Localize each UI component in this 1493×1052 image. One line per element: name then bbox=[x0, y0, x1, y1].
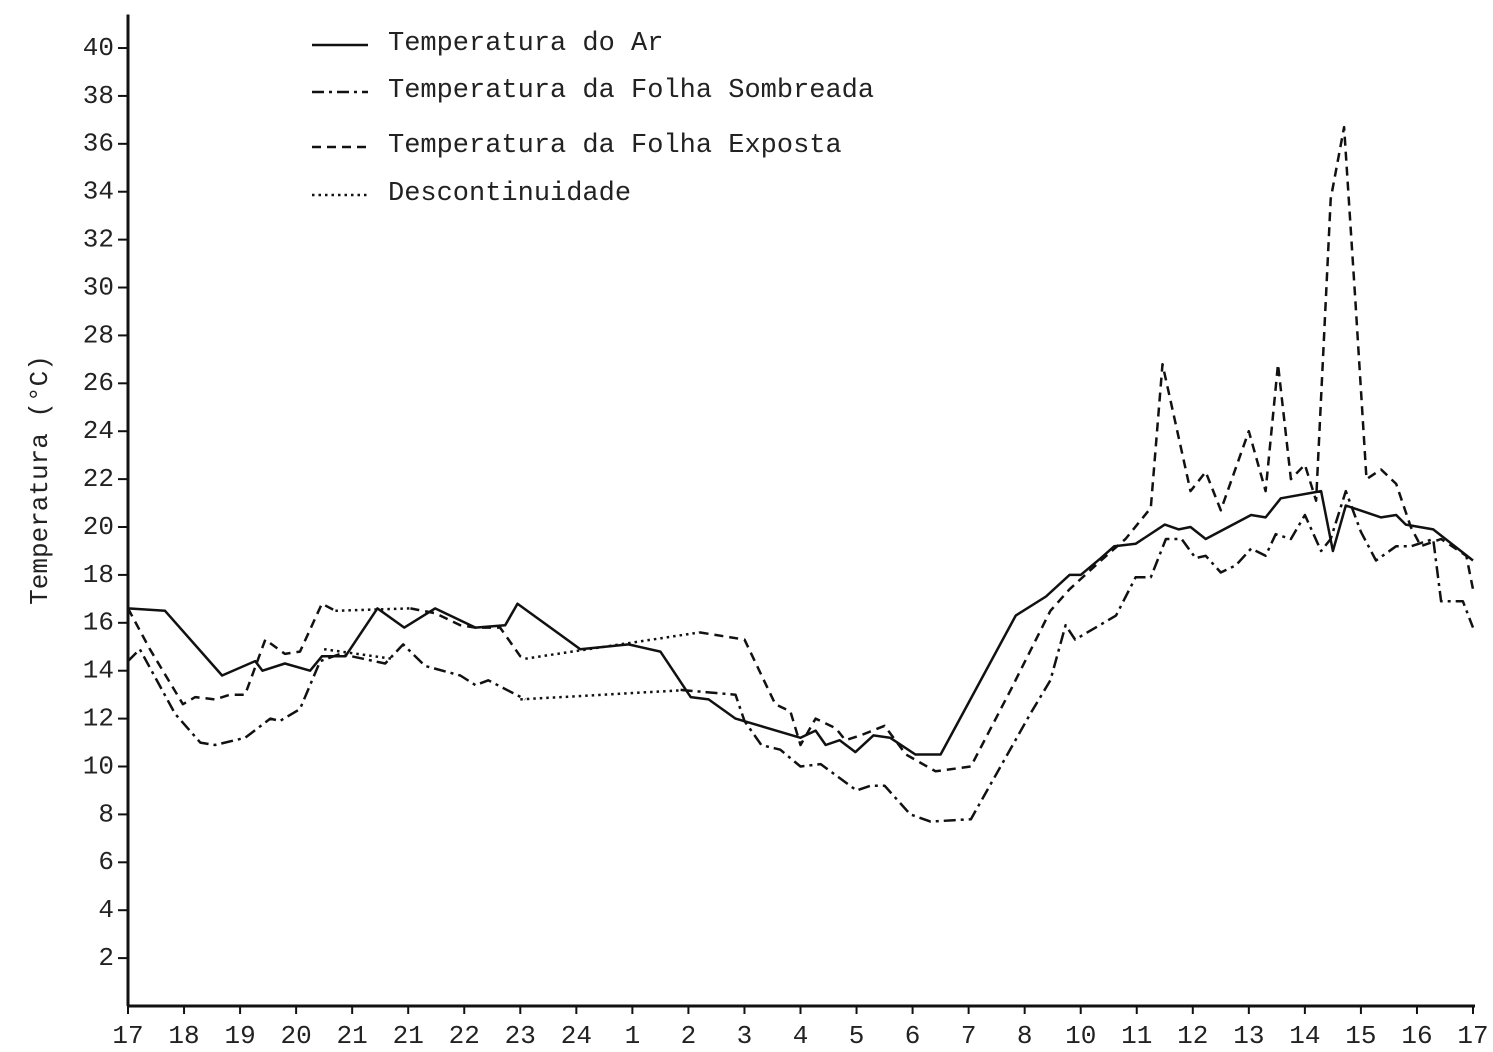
x-tick-label: 11 bbox=[1121, 1021, 1152, 1051]
series-line bbox=[126, 125, 1475, 773]
x-tick-label: 19 bbox=[224, 1021, 255, 1051]
y-tick-label: 20 bbox=[83, 512, 114, 542]
y-tick-label: 14 bbox=[83, 656, 114, 686]
x-tick-label: 18 bbox=[168, 1021, 199, 1051]
series-line bbox=[127, 489, 1475, 823]
y-tick-label: 34 bbox=[83, 177, 114, 207]
series-line bbox=[323, 607, 700, 701]
x-tick-label: 2 bbox=[681, 1021, 697, 1051]
x-tick-label: 3 bbox=[737, 1021, 753, 1051]
x-tick-label: 4 bbox=[793, 1021, 809, 1051]
legend-label: Temperatura do Ar bbox=[388, 29, 663, 59]
y-tick-label: 18 bbox=[83, 560, 114, 590]
y-tick-label: 16 bbox=[83, 608, 114, 638]
y-tick-label: 24 bbox=[83, 416, 114, 446]
y-tick-label: 2 bbox=[98, 943, 114, 973]
x-tick-label: 13 bbox=[1233, 1021, 1264, 1051]
x-tick-label: 10 bbox=[1065, 1021, 1096, 1051]
x-tick-label: 16 bbox=[1401, 1021, 1432, 1051]
y-tick-label: 38 bbox=[83, 81, 114, 111]
x-tick-label: 24 bbox=[561, 1021, 592, 1051]
x-tick-label: 23 bbox=[505, 1021, 536, 1051]
y-tick-label: 12 bbox=[83, 703, 114, 733]
x-tick-label: 1 bbox=[625, 1021, 641, 1051]
y-axis-label: Temperatura (°C) bbox=[25, 355, 55, 605]
y-tick-label: 4 bbox=[98, 895, 114, 925]
y-tick-label: 22 bbox=[83, 464, 114, 494]
y-tick-label: 8 bbox=[98, 799, 114, 829]
x-tick-label: 20 bbox=[281, 1021, 312, 1051]
legend-label: Descontinuidade bbox=[388, 179, 631, 209]
y-tick-label: 10 bbox=[83, 751, 114, 781]
y-tick-label: 6 bbox=[98, 847, 114, 877]
x-tick-label: 8 bbox=[1017, 1021, 1033, 1051]
y-tick-label: 28 bbox=[83, 320, 114, 350]
x-tick-label: 6 bbox=[905, 1021, 921, 1051]
y-tick-label: 32 bbox=[83, 224, 114, 254]
y-tick-label: 30 bbox=[83, 272, 114, 302]
x-tick-label: 21 bbox=[337, 1021, 368, 1051]
x-tick-label: 5 bbox=[849, 1021, 865, 1051]
series-line bbox=[127, 489, 1474, 756]
x-tick-label: 17 bbox=[1457, 1021, 1488, 1051]
legend: Temperatura do Ar Temperatura da Folha So… bbox=[312, 29, 874, 209]
x-tick-label: 17 bbox=[112, 1021, 143, 1051]
y-tick-label: 26 bbox=[83, 368, 114, 398]
x-tick-label: 12 bbox=[1177, 1021, 1208, 1051]
legend-label: Temperatura da Folha Sombreada bbox=[388, 76, 874, 106]
x-tick-label: 14 bbox=[1289, 1021, 1320, 1051]
x-tick-label: 7 bbox=[961, 1021, 977, 1051]
y-tick-label: 40 bbox=[83, 33, 114, 63]
x-tick-label: 21 bbox=[393, 1021, 424, 1051]
x-tick-label: 15 bbox=[1345, 1021, 1376, 1051]
x-tick-label: 22 bbox=[449, 1021, 480, 1051]
legend-label: Temperatura da Folha Exposta bbox=[388, 131, 842, 161]
y-tick-label: 36 bbox=[83, 129, 114, 159]
